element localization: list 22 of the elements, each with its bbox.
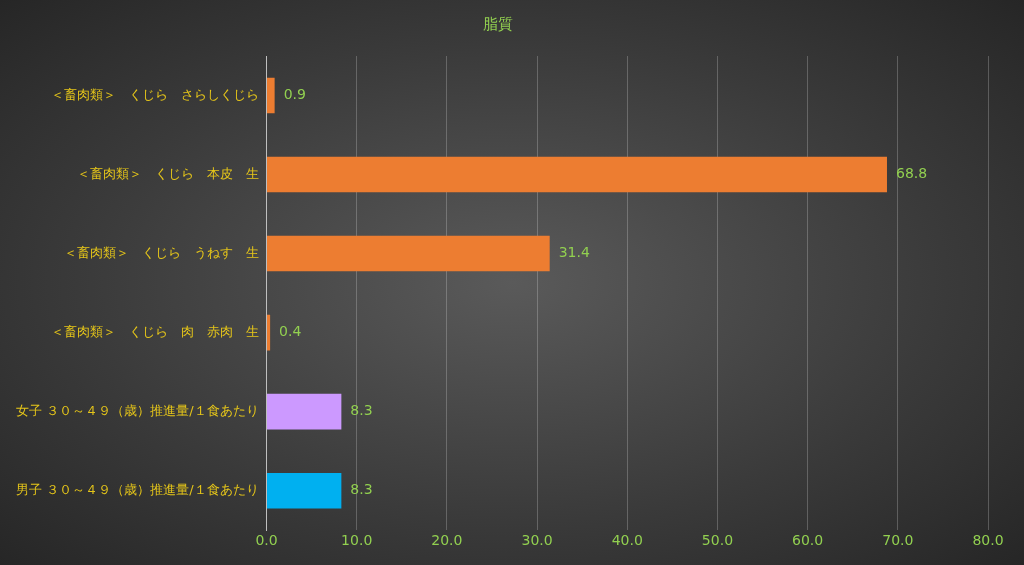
x-tick-label: 60.0	[792, 532, 824, 549]
y-tick-label: 男子 ３０～４９（歳）推進量/１食あたり	[16, 482, 259, 498]
x-tick-label: 30.0	[521, 532, 553, 549]
data-label: 0.9	[283, 86, 306, 103]
x-tick-label: 50.0	[701, 532, 734, 549]
x-tick-label: 40.0	[611, 532, 643, 549]
x-tick-label: 20.0	[431, 532, 463, 549]
y-tick-label: ＜畜肉類＞ くじら 本皮 生	[76, 165, 259, 181]
data-label: 0.4	[279, 323, 302, 340]
x-tick-label: 0.0	[255, 532, 278, 549]
x-tick-label: 10.0	[341, 532, 373, 549]
data-label: 31.4	[558, 244, 590, 261]
x-tick-label: 70.0	[882, 532, 914, 549]
data-label: 8.3	[350, 481, 373, 498]
data-label: 68.8	[895, 165, 928, 182]
chart-title: 脂質	[483, 14, 513, 33]
y-tick-label: ＜畜肉類＞ くじら うねす 生	[63, 244, 259, 260]
y-tick-label: 女子 ３０～４９（歳）推進量/１食あたり	[16, 403, 259, 419]
y-tick-label: ＜畜肉類＞ くじら 肉 赤肉 生	[50, 323, 259, 339]
y-tick-label: ＜畜肉類＞ くじら さらしくじら	[50, 86, 259, 102]
x-tick-label: 80.0	[972, 532, 1004, 549]
data-label: 8.3	[350, 402, 373, 419]
